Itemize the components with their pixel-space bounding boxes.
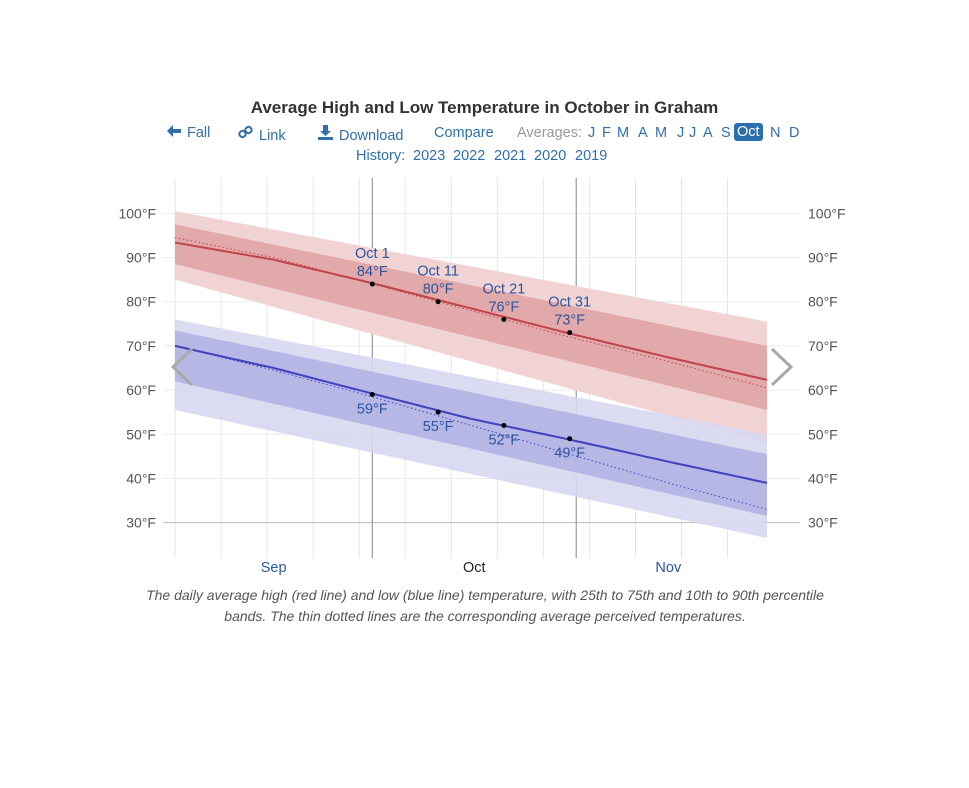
y-tick-label-left: 100°F [118, 205, 156, 221]
annotation-high-value: 76°F [488, 299, 519, 315]
link-label: Link [259, 128, 286, 144]
annotation-date-label: Oct 1 [355, 246, 390, 262]
arrow-left-icon [167, 125, 181, 141]
chart-caption: The daily average high (red line) and lo… [146, 587, 824, 624]
history-year-2020[interactable]: 2020 [534, 148, 567, 164]
month-nov[interactable]: N [770, 125, 781, 141]
y-tick-label-right: 100°F [808, 205, 846, 221]
high-point [435, 299, 441, 305]
high-band-10-90 [175, 211, 767, 444]
y-tick-label-left: 70°F [126, 338, 156, 354]
month-aug[interactable]: A [703, 125, 713, 141]
y-tick-label-right: 40°F [808, 470, 838, 486]
y-tick-label-right: 50°F [808, 426, 838, 442]
annotation-date-label: Oct 21 [483, 281, 526, 297]
history-year-2022[interactable]: 2022 [453, 148, 486, 164]
month-feb[interactable]: F [602, 125, 611, 141]
history-year-2021[interactable]: 2021 [494, 148, 527, 164]
high-point [567, 330, 573, 336]
link-icon [238, 125, 253, 144]
annotation-low-value: 52°F [488, 432, 519, 448]
y-tick-label-left: 80°F [126, 294, 156, 310]
history-bar: History: 2023 2022 2021 2020 2019 [0, 148, 969, 168]
y-tick-label-left: 50°F [126, 426, 156, 442]
annotation-low-value: 55°F [423, 419, 454, 435]
low-line [174, 344, 768, 484]
low-point [435, 409, 441, 415]
month-jun[interactable]: J [677, 125, 685, 141]
band-layer [175, 211, 767, 539]
annotation-low-value: 49°F [554, 446, 585, 462]
history-label: History: [356, 148, 406, 164]
month-sep[interactable]: S [721, 125, 731, 141]
low-point [567, 436, 573, 442]
month-label: Oct [463, 560, 486, 576]
month-apr[interactable]: A [638, 125, 648, 141]
y-tick-label-left: 90°F [126, 250, 156, 266]
month-label: Nov [655, 560, 682, 576]
y-tick-label-left: 40°F [126, 470, 156, 486]
y-tick-label-left: 30°F [126, 515, 156, 531]
history-year-2019[interactable]: 2019 [575, 148, 608, 164]
high-band-25-75 [175, 224, 767, 410]
y-tick-label-right: 70°F [808, 338, 838, 354]
download-label: Download [339, 128, 404, 144]
month-jul[interactable]: J [689, 125, 697, 141]
low-band-25-75 [175, 330, 767, 516]
low-perceived-line [174, 345, 768, 510]
high-point [501, 316, 507, 322]
low-point [369, 392, 375, 398]
annotation-date-label: Oct 11 [417, 264, 459, 280]
month-oct-active[interactable]: Oct [734, 123, 763, 141]
month-label: Sep [261, 560, 287, 576]
grid-layer [163, 178, 800, 558]
month-mar[interactable]: M [617, 125, 630, 141]
download-icon [318, 125, 333, 144]
fall-label: Fall [187, 125, 211, 141]
month-jan[interactable]: J [588, 125, 596, 141]
next-arrow-icon[interactable] [770, 347, 794, 387]
low-band-10-90 [175, 319, 767, 539]
high-line [174, 241, 768, 381]
y-tick-label-right: 30°F [808, 515, 838, 531]
fall-link[interactable]: Fall [167, 125, 210, 141]
y-tick-label-left: 60°F [126, 382, 156, 398]
annotation-high-value: 73°F [554, 313, 585, 329]
annotation-date-label: Oct 31 [548, 295, 591, 311]
low-point [501, 422, 507, 428]
annotation-layer: Oct 1 84°F 59°F Oct 11 80°F 55°F Oct 21 76°F 52°… [355, 246, 591, 462]
y-tick-label-right: 60°F [808, 382, 838, 398]
line-layer [174, 237, 768, 510]
averages-label: Averages: [517, 125, 583, 141]
chart-toolbar: Fall Link Download Compare Averages: J F… [0, 123, 969, 145]
annotation-high-value: 80°F [423, 282, 454, 298]
y-tick-label-right: 80°F [808, 294, 838, 310]
high-perceived-line [174, 237, 768, 389]
download-link[interactable]: Download [318, 125, 404, 144]
link-link[interactable]: Link [238, 125, 286, 144]
history-year-2023[interactable]: 2023 [413, 148, 446, 164]
month-dec[interactable]: D [789, 125, 800, 141]
annotation-high-value: 84°F [357, 264, 388, 280]
month-may[interactable]: M [655, 125, 668, 141]
y-tick-label-right: 90°F [808, 250, 838, 266]
high-point [369, 281, 375, 287]
prev-arrow-icon[interactable] [170, 347, 194, 387]
annotation-low-value: 59°F [357, 402, 388, 418]
axis-layer: 30°F 30°F 40°F 40°F 50°F 50°F 60°F 60°F 70°F 70°F… [118, 205, 845, 576]
compare-link[interactable]: Compare [434, 125, 494, 141]
chart-title: Average High and Low Temperature in Octo… [250, 98, 719, 117]
